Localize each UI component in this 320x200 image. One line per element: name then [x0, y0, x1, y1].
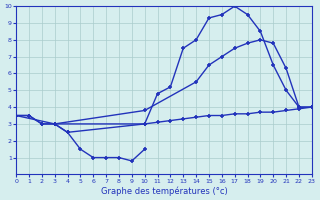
X-axis label: Graphe des températures (°c): Graphe des températures (°c) [100, 186, 227, 196]
